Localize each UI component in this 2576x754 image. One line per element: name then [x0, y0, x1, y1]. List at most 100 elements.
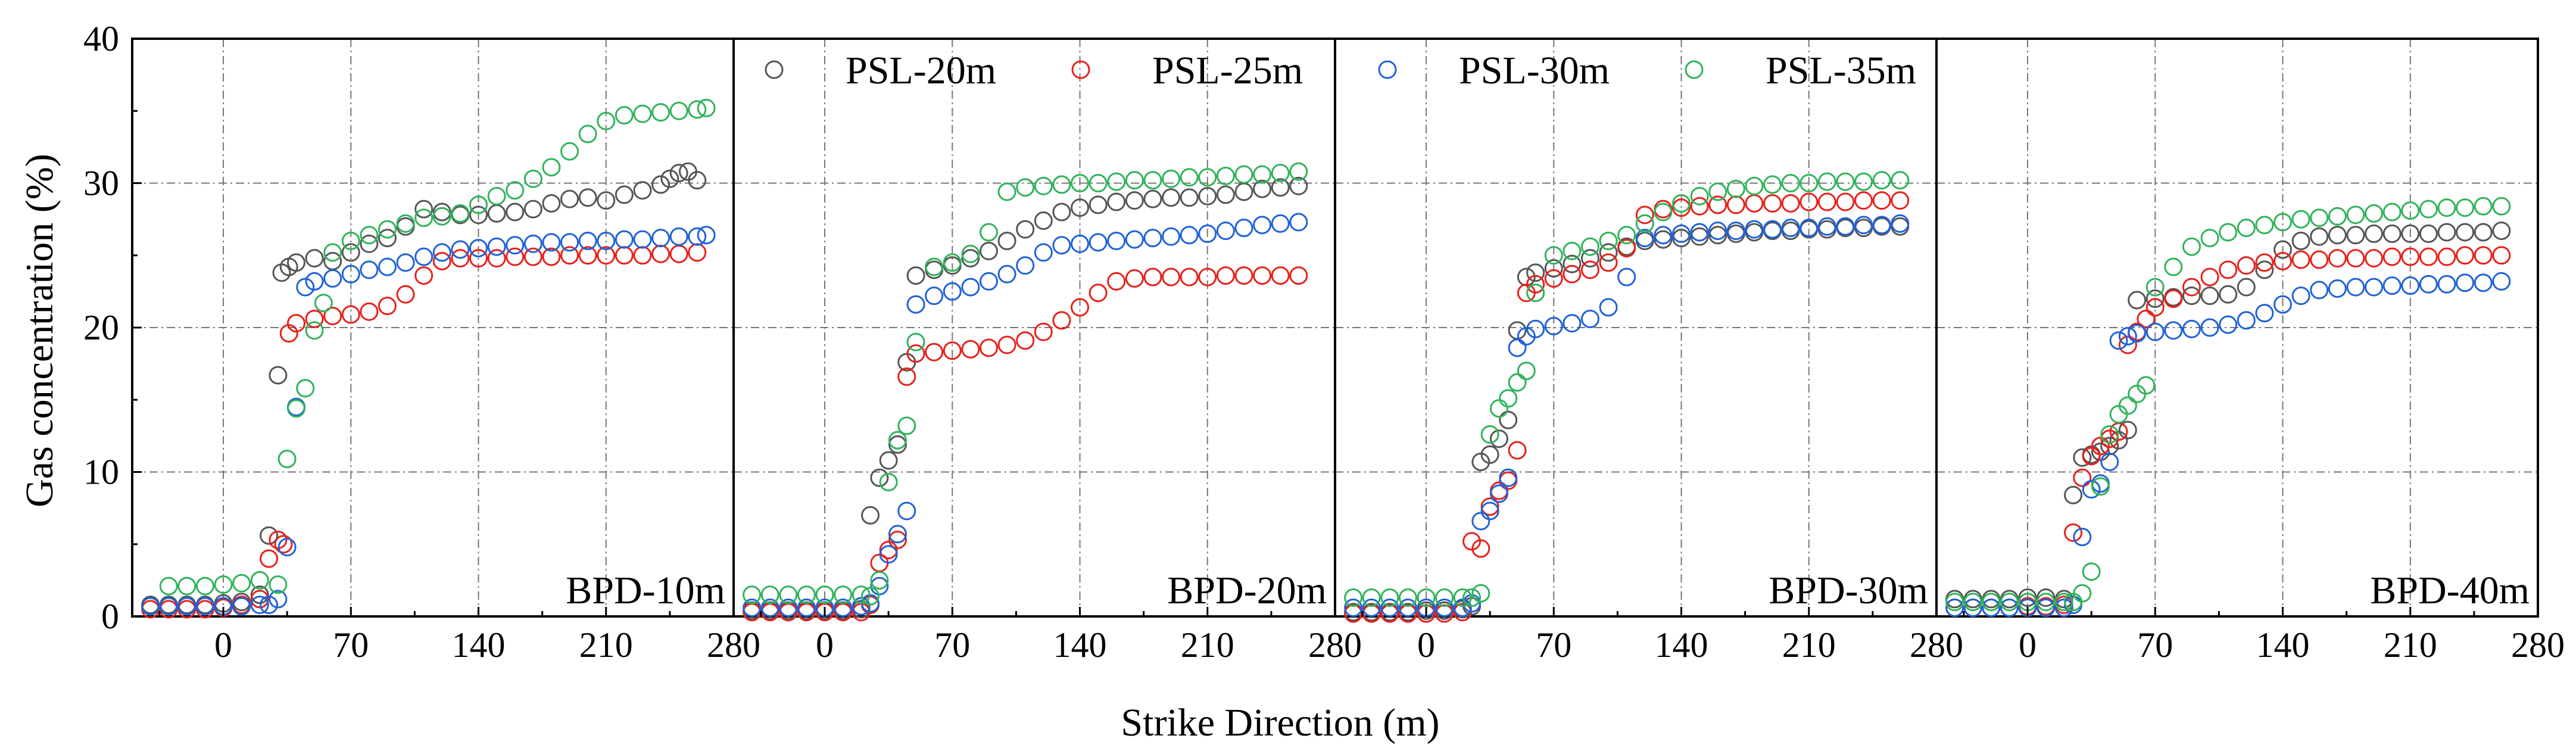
data-point	[2200, 286, 2219, 306]
data-point	[1162, 227, 1181, 246]
data-point	[961, 249, 980, 268]
data-point	[2164, 257, 2183, 276]
data-point	[779, 598, 798, 617]
data-point	[214, 575, 233, 594]
data-point	[2100, 425, 2119, 444]
x-tick-label: 140	[452, 625, 506, 665]
data-point	[159, 596, 178, 615]
data-point	[1563, 241, 1582, 260]
data-point	[286, 314, 305, 333]
data-point	[2328, 226, 2347, 245]
data-point	[2255, 260, 2274, 279]
data-point	[1344, 598, 1363, 617]
data-point	[834, 603, 853, 622]
data-point	[2145, 289, 2165, 308]
data-point	[260, 596, 279, 615]
data-point	[414, 208, 434, 228]
data-point	[1453, 588, 1472, 607]
data-point	[1253, 165, 1272, 184]
data-point	[1489, 484, 1508, 503]
data-point	[997, 335, 1016, 354]
data-point	[2164, 289, 2183, 308]
data-point	[879, 545, 898, 564]
data-point	[2200, 229, 2219, 248]
legend-marker	[765, 60, 784, 79]
legend-label: PSL-20m	[846, 49, 996, 92]
data-point	[1708, 222, 1727, 241]
data-point	[414, 247, 434, 266]
data-point	[378, 297, 397, 316]
data-point	[1781, 194, 1800, 213]
data-point	[1162, 169, 1181, 188]
y-tick-label: 30	[83, 164, 119, 203]
data-point	[1289, 213, 1308, 232]
data-point	[834, 598, 853, 617]
data-point	[1563, 254, 1582, 273]
data-point	[469, 249, 488, 268]
frame-layer	[131, 38, 2539, 618]
data-point	[861, 506, 880, 525]
data-point	[1635, 205, 1654, 225]
data-point	[542, 247, 561, 266]
data-point	[2492, 246, 2511, 265]
data-point	[1380, 588, 1399, 607]
x-tick-label: 280	[2511, 625, 2565, 665]
data-point	[2128, 324, 2147, 343]
data-point	[260, 549, 279, 568]
series-psl-20m	[1344, 217, 1910, 622]
data-point	[1945, 593, 1964, 612]
data-point	[861, 587, 880, 606]
panel-label: BPD-40m	[2370, 569, 2530, 612]
data-point	[2000, 598, 2019, 617]
data-point	[578, 246, 597, 265]
data-point	[2346, 205, 2365, 225]
series-psl-25m	[1344, 191, 1910, 623]
data-point	[1891, 191, 1910, 210]
data-point	[2073, 448, 2092, 467]
data-point	[2182, 286, 2201, 306]
data-point	[743, 598, 762, 617]
data-point	[1052, 175, 1071, 194]
data-point	[760, 598, 779, 617]
data-point	[286, 397, 305, 416]
data-point	[2200, 318, 2219, 337]
data-point	[1016, 331, 1035, 350]
data-point	[633, 104, 652, 123]
data-point	[2474, 197, 2493, 216]
series-psl-25m	[743, 266, 1308, 622]
series-psl-25m	[141, 243, 707, 619]
y-tick-label: 40	[83, 19, 119, 58]
data-point	[1708, 195, 1727, 214]
data-point	[633, 181, 652, 200]
data-point	[743, 585, 762, 605]
data-point	[870, 571, 889, 590]
data-point	[2456, 246, 2475, 265]
panel-label: BPD-10m	[566, 569, 725, 612]
data-point	[870, 577, 889, 596]
data-point	[2219, 315, 2238, 334]
panel-frame	[1935, 38, 2539, 618]
data-point	[451, 204, 470, 223]
data-point	[432, 202, 451, 222]
data-point	[1872, 191, 1891, 210]
data-point	[1654, 230, 1673, 249]
data-point	[487, 249, 506, 268]
data-point	[2419, 200, 2438, 219]
data-point	[1617, 239, 1636, 258]
data-point	[1234, 266, 1253, 285]
data-point	[195, 597, 214, 616]
data-point	[177, 577, 197, 596]
data-point	[2145, 278, 2165, 297]
data-point	[1963, 598, 1982, 617]
data-point	[2054, 598, 2073, 617]
data-point	[277, 450, 297, 469]
data-point	[1499, 389, 1518, 408]
data-point	[797, 598, 816, 617]
data-point	[888, 431, 907, 450]
data-point	[1544, 317, 1563, 336]
data-point	[1654, 226, 1673, 245]
data-point	[250, 571, 269, 590]
data-point	[1672, 198, 1691, 217]
data-point	[660, 169, 679, 188]
data-point	[378, 229, 397, 248]
